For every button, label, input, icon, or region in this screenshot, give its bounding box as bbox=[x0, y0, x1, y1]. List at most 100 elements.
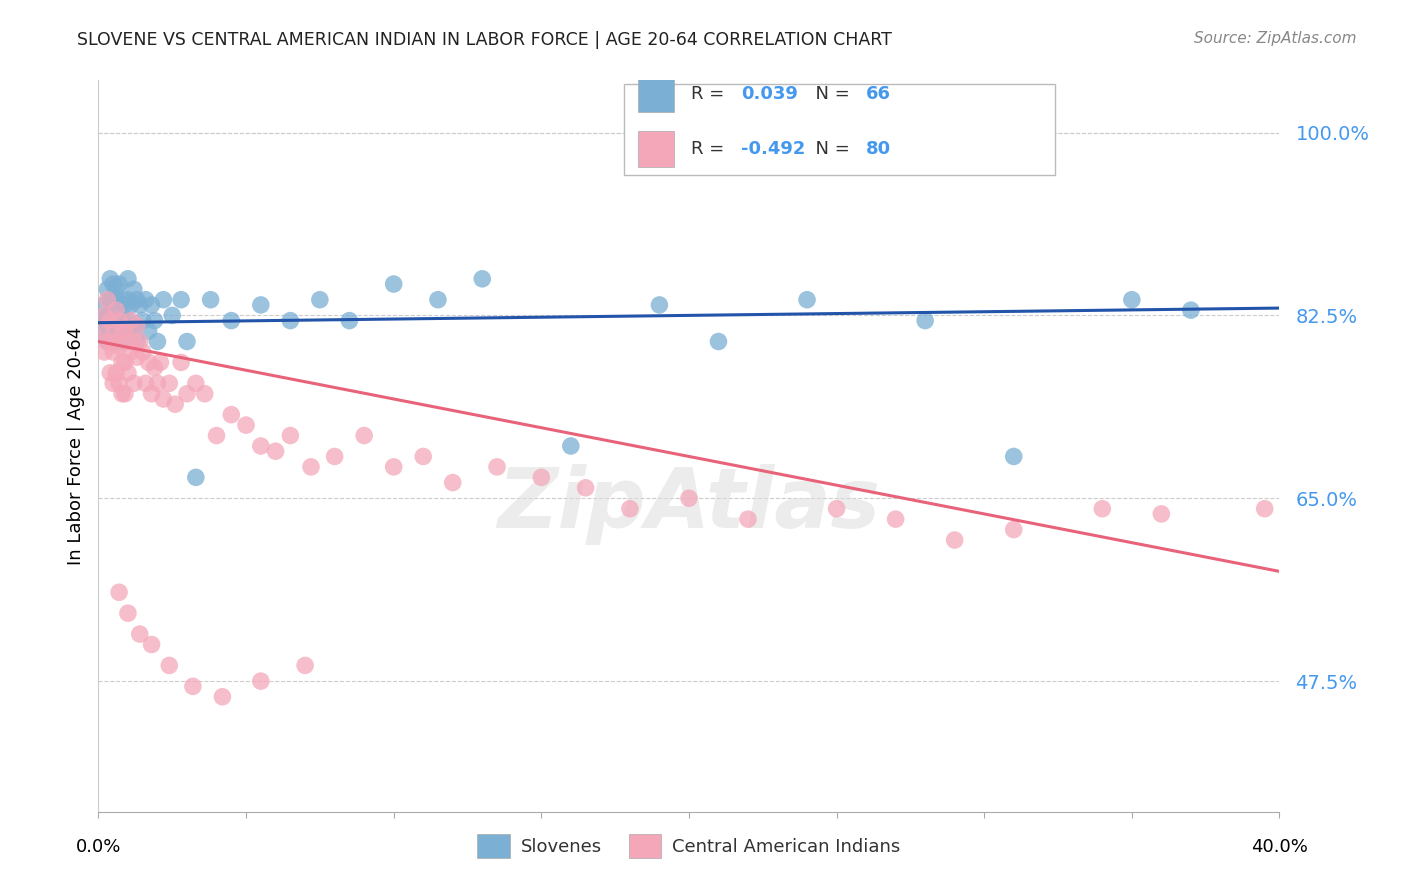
Point bbox=[125, 318, 148, 333]
Text: SLOVENE VS CENTRAL AMERICAN INDIAN IN LABOR FORCE | AGE 20-64 CORRELATION CHART: SLOVENE VS CENTRAL AMERICAN INDIAN IN LA… bbox=[77, 31, 893, 49]
Point bbox=[1091, 501, 1114, 516]
Point bbox=[103, 318, 125, 333]
Point bbox=[382, 277, 405, 291]
Point bbox=[90, 324, 112, 338]
Point bbox=[250, 674, 273, 689]
Point bbox=[135, 293, 157, 307]
Point bbox=[125, 334, 148, 349]
Point bbox=[96, 309, 118, 323]
Point bbox=[122, 334, 145, 349]
Point bbox=[250, 298, 273, 312]
Text: N =: N = bbox=[803, 140, 855, 158]
Point bbox=[117, 293, 139, 307]
Point bbox=[1002, 523, 1025, 537]
Point bbox=[211, 690, 233, 704]
Point bbox=[157, 376, 180, 391]
Point bbox=[103, 334, 125, 349]
Point bbox=[1002, 450, 1025, 464]
Point bbox=[486, 459, 509, 474]
Point bbox=[141, 298, 163, 312]
Point bbox=[114, 334, 136, 349]
Legend: Slovenes, Central American Indians: Slovenes, Central American Indians bbox=[470, 827, 908, 865]
Point bbox=[157, 658, 180, 673]
Point bbox=[707, 334, 730, 349]
Point bbox=[382, 459, 405, 474]
Point bbox=[170, 355, 193, 369]
Point bbox=[114, 324, 136, 338]
Point bbox=[200, 293, 222, 307]
Point bbox=[120, 298, 142, 312]
Point bbox=[1150, 507, 1173, 521]
Point bbox=[170, 293, 193, 307]
Text: R =: R = bbox=[692, 140, 730, 158]
Point bbox=[825, 501, 848, 516]
Point bbox=[221, 408, 243, 422]
Point bbox=[678, 491, 700, 506]
Point bbox=[111, 324, 134, 338]
Point bbox=[205, 428, 228, 442]
Point bbox=[323, 450, 346, 464]
Point bbox=[120, 345, 142, 359]
Point bbox=[108, 334, 131, 349]
Point bbox=[184, 376, 207, 391]
Point bbox=[108, 298, 131, 312]
Point bbox=[530, 470, 553, 484]
Point bbox=[1254, 501, 1277, 516]
Point bbox=[111, 324, 134, 338]
Point bbox=[1121, 293, 1143, 307]
Point bbox=[105, 329, 128, 343]
Point bbox=[93, 309, 115, 323]
Point bbox=[93, 345, 115, 359]
Point bbox=[128, 298, 150, 312]
Point bbox=[96, 282, 118, 296]
Point bbox=[93, 298, 115, 312]
Point bbox=[103, 345, 125, 359]
Point bbox=[146, 376, 169, 391]
Point bbox=[280, 428, 302, 442]
Point bbox=[353, 428, 375, 442]
Point bbox=[98, 293, 121, 307]
Point bbox=[105, 282, 128, 296]
Point bbox=[412, 450, 434, 464]
Point bbox=[98, 313, 121, 327]
Point bbox=[152, 392, 174, 406]
Point bbox=[132, 345, 155, 359]
Point bbox=[194, 386, 217, 401]
Point bbox=[125, 350, 148, 364]
Point bbox=[114, 298, 136, 312]
Point bbox=[737, 512, 759, 526]
Point bbox=[114, 318, 136, 333]
Point bbox=[105, 334, 128, 349]
Point bbox=[98, 272, 121, 286]
Point bbox=[181, 679, 204, 693]
Point bbox=[120, 324, 142, 338]
Point bbox=[128, 627, 150, 641]
Point bbox=[108, 318, 131, 333]
Point bbox=[117, 366, 139, 380]
Point bbox=[103, 376, 125, 391]
FancyBboxPatch shape bbox=[638, 77, 673, 112]
Point bbox=[943, 533, 966, 547]
Point bbox=[111, 293, 134, 307]
Point bbox=[309, 293, 332, 307]
Text: 0.0%: 0.0% bbox=[76, 838, 121, 855]
Point bbox=[914, 313, 936, 327]
Point bbox=[280, 313, 302, 327]
Point bbox=[339, 313, 361, 327]
Point bbox=[264, 444, 287, 458]
Point bbox=[427, 293, 450, 307]
Point bbox=[93, 324, 115, 338]
Point bbox=[122, 318, 145, 333]
Point bbox=[108, 277, 131, 291]
Point bbox=[176, 334, 198, 349]
Point bbox=[96, 334, 118, 349]
Point bbox=[152, 293, 174, 307]
Point bbox=[149, 355, 172, 369]
Point bbox=[560, 439, 582, 453]
Point bbox=[128, 334, 150, 349]
Point bbox=[165, 397, 187, 411]
Point bbox=[162, 309, 183, 323]
Text: 80: 80 bbox=[866, 140, 891, 158]
Point bbox=[299, 459, 322, 474]
Text: 66: 66 bbox=[866, 85, 891, 103]
